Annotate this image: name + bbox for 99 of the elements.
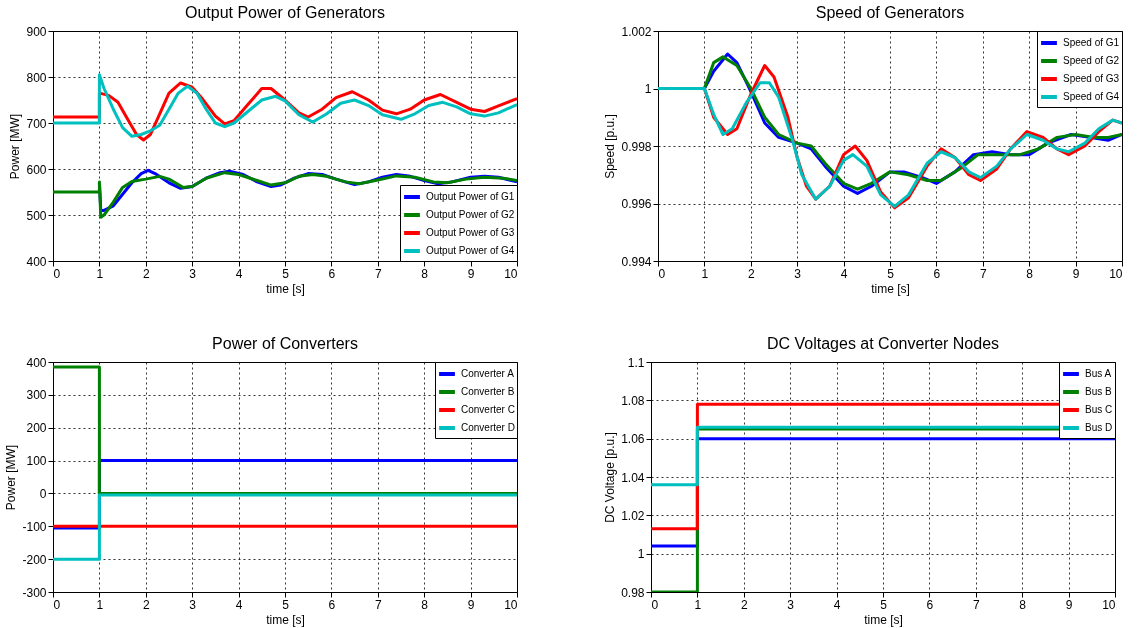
y-tick-label: 1.002 — [621, 24, 652, 39]
y-tick-label: 900 — [26, 24, 47, 39]
y-tick-label: 1.06 — [621, 432, 645, 447]
x-axis-title: time [s] — [864, 612, 903, 627]
x-tick-label: 5 — [282, 266, 290, 281]
y-axis-title: Speed [p.u.] — [603, 114, 618, 179]
y-tick-label: 0.996 — [621, 197, 652, 211]
x-tick-label: 6 — [328, 266, 336, 281]
x-tick-label: 4 — [235, 597, 243, 612]
y-tick-label: 200 — [26, 421, 47, 436]
x-tick-label: 1 — [96, 597, 104, 612]
x-tick-label: 8 — [1026, 266, 1034, 281]
x-tick-label: 9 — [1072, 266, 1080, 281]
legend-label: Converter D — [461, 422, 515, 433]
x-tick-label: 6 — [926, 597, 934, 612]
x-tick-label: 3 — [189, 597, 197, 612]
x-tick-label: 9 — [467, 597, 475, 612]
legend-label: Speed of G2 — [1063, 55, 1120, 66]
y-tick-label: -100 — [22, 519, 47, 534]
x-axis-title: time [s] — [266, 612, 305, 627]
legend-label: Converter B — [461, 386, 515, 397]
y-tick-label: 100 — [26, 454, 47, 469]
y-tick-label: 400 — [26, 254, 47, 269]
x-tick-label: 0 — [658, 266, 666, 281]
x-tick-label: 2 — [142, 597, 150, 612]
x-tick-label: 5 — [887, 266, 895, 281]
x-tick-label: 10 — [504, 266, 518, 281]
x-tick-label: 10 — [1109, 266, 1123, 281]
legend-label: Bus C — [1085, 404, 1113, 415]
y-tick-label: 800 — [26, 70, 47, 85]
x-tick-label: 1 — [694, 597, 702, 612]
y-tick-label: 300 — [26, 388, 47, 403]
y-tick-label: 1 — [637, 547, 645, 562]
x-tick-label: 7 — [979, 266, 987, 281]
x-tick-label: 6 — [933, 266, 941, 281]
legend-label: Bus A — [1085, 368, 1112, 379]
x-tick-label: 4 — [833, 597, 841, 612]
legend-label: Output Power of G1 — [426, 191, 515, 202]
y-axis-title: DC Voltage [p.u.] — [603, 432, 618, 523]
x-tick-label: 2 — [142, 266, 150, 281]
y-tick-label: 600 — [26, 162, 47, 177]
x-tick-label: 0 — [53, 266, 61, 281]
x-tick-label: 4 — [840, 266, 848, 281]
legend-label: Speed of G4 — [1063, 91, 1120, 102]
x-tick-label: 6 — [328, 597, 336, 612]
x-axis-title: time [s] — [266, 281, 305, 296]
x-tick-label: 9 — [1065, 597, 1073, 612]
x-tick-label: 3 — [189, 266, 197, 281]
x-tick-label: 1 — [701, 266, 709, 281]
legend-label: Converter A — [461, 368, 515, 379]
legend-label: Converter C — [461, 404, 515, 415]
y-tick-label: 0.998 — [621, 139, 652, 154]
x-tick-label: 8 — [421, 597, 429, 612]
x-tick-label: 4 — [235, 266, 243, 281]
x-tick-label: 5 — [282, 597, 290, 612]
x-tick-label: 8 — [1019, 597, 1027, 612]
x-tick-label: 1 — [96, 266, 104, 281]
legend-label: Output Power of G3 — [426, 227, 515, 238]
x-tick-label: 2 — [740, 597, 748, 612]
x-tick-label: 3 — [794, 266, 802, 281]
x-tick-label: 9 — [467, 266, 475, 281]
y-tick-label: 500 — [26, 208, 47, 223]
y-tick-label: 1 — [644, 82, 652, 96]
y-tick-label: 1.04 — [621, 470, 645, 485]
line-series — [53, 73, 517, 138]
y-axis-title: Power [MW] — [4, 444, 19, 511]
chart-title: Speed of Generators — [815, 4, 965, 21]
y-tick-label: 0 — [39, 486, 47, 501]
x-axis-title: time [s] — [871, 281, 910, 296]
y-axis-title: Power [MW] — [8, 113, 23, 180]
x-tick-label: 2 — [747, 266, 755, 281]
legend-label: Speed of G3 — [1063, 73, 1120, 84]
x-tick-label: 3 — [787, 597, 795, 612]
y-tick-label: 1.1 — [627, 355, 645, 370]
chart-title: Power of Converters — [212, 335, 358, 352]
y-tick-label: 700 — [26, 116, 47, 131]
x-tick-label: 0 — [53, 597, 61, 612]
legend-label: Bus B — [1085, 386, 1113, 397]
y-tick-label: 400 — [26, 355, 47, 370]
x-tick-label: 5 — [880, 597, 888, 612]
legend-label: Output Power of G4 — [426, 245, 515, 256]
x-tick-label: 8 — [421, 266, 429, 281]
y-tick-label: 0.994 — [621, 254, 652, 269]
legend-label: Output Power of G2 — [426, 209, 515, 220]
x-tick-label: 10 — [1102, 597, 1116, 612]
legend-label: Bus D — [1085, 422, 1113, 433]
legend-label: Speed of G1 — [1063, 37, 1120, 48]
x-tick-label: 10 — [504, 597, 518, 612]
y-tick-label: 1.08 — [621, 393, 645, 408]
x-tick-label: 7 — [374, 597, 382, 612]
x-tick-label: 7 — [374, 266, 382, 281]
x-tick-label: 7 — [972, 597, 980, 612]
y-tick-label: 0.98 — [621, 585, 645, 600]
y-tick-label: -200 — [22, 552, 47, 567]
chart-title: DC Voltages at Converter Nodes — [766, 335, 1000, 352]
chart-title: Output Power of Generators — [184, 4, 386, 21]
line-series — [53, 171, 517, 219]
y-tick-label: 1.02 — [621, 508, 645, 523]
y-tick-label: -300 — [22, 585, 47, 600]
